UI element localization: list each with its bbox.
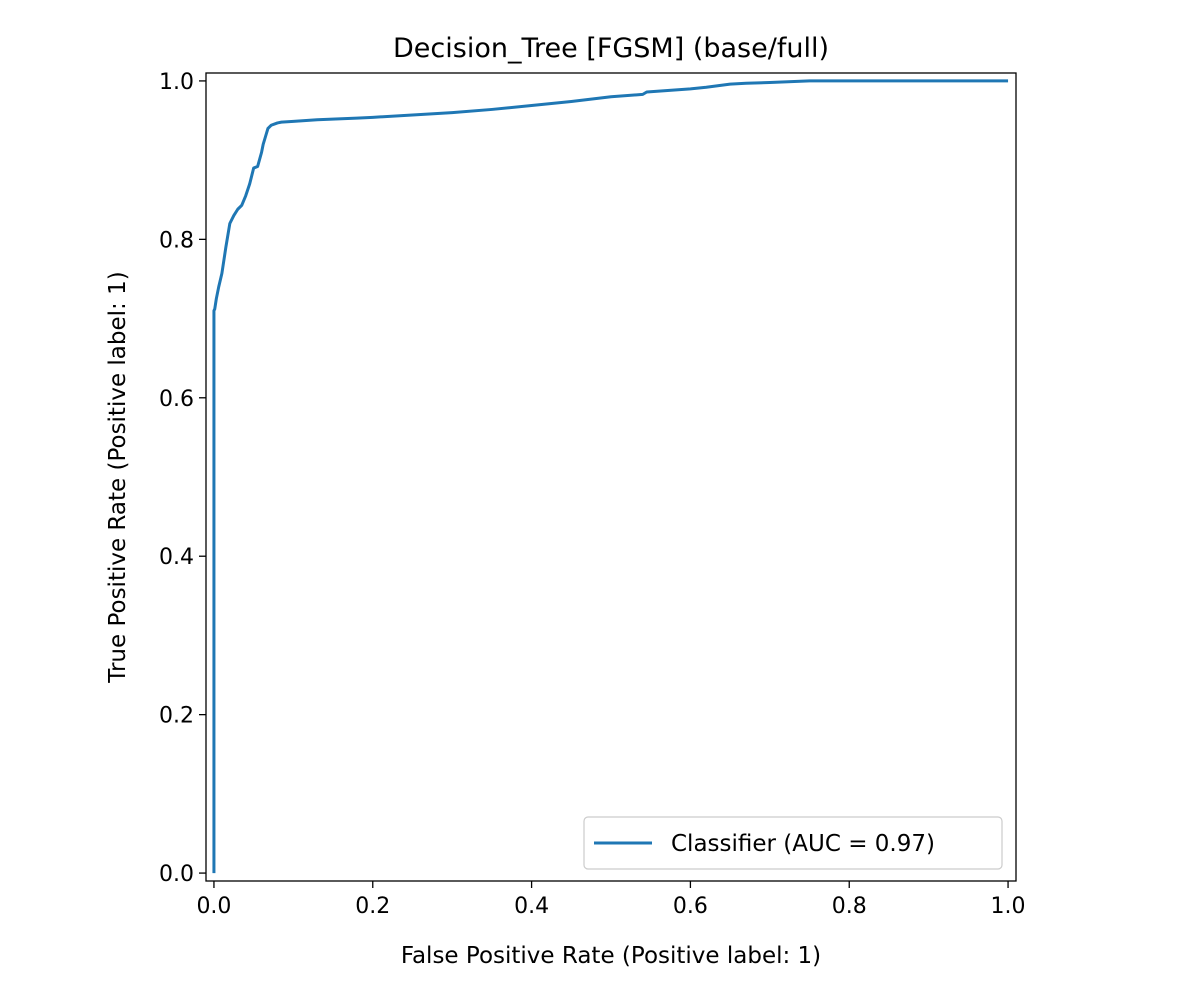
chart-title: Decision_Tree [FGSM] (base/full) [393,33,829,64]
x-tick-label: 0.0 [196,894,231,919]
curve-layer [212,79,1009,874]
legend: Classifier (AUC = 0.97) [583,816,1003,870]
y-tick-label: 0.2 [159,704,194,729]
y-tick-label: 0.4 [159,545,194,570]
y-axis-label: True Positive Rate (Positive label: 1) [105,271,131,683]
x-tick-label: 0.2 [355,894,390,919]
y-tick-label: 0.6 [159,387,194,412]
roc-curve-line [212,79,1009,874]
y-tick-label: 0.0 [159,862,194,887]
legend-box [583,816,1003,870]
y-axis: 0.0 0.2 0.4 0.6 0.8 1.0 [159,70,206,887]
plot-area-background [206,73,1016,881]
plot-frame [205,72,1017,882]
x-axis-label: False Positive Rate (Positive label: 1) [401,943,821,969]
y-tick-label: 1.0 [159,70,194,95]
x-tick-label: 1.0 [991,894,1026,919]
x-axis: 0.0 0.2 0.4 0.6 0.8 1.0 [196,881,1026,919]
x-tick-label: 0.6 [673,894,708,919]
x-tick-label: 0.8 [832,894,867,919]
legend-label: Classifier (AUC = 0.97) [671,831,935,857]
x-tick-label: 0.4 [514,894,549,919]
y-tick-label: 0.8 [159,228,194,253]
